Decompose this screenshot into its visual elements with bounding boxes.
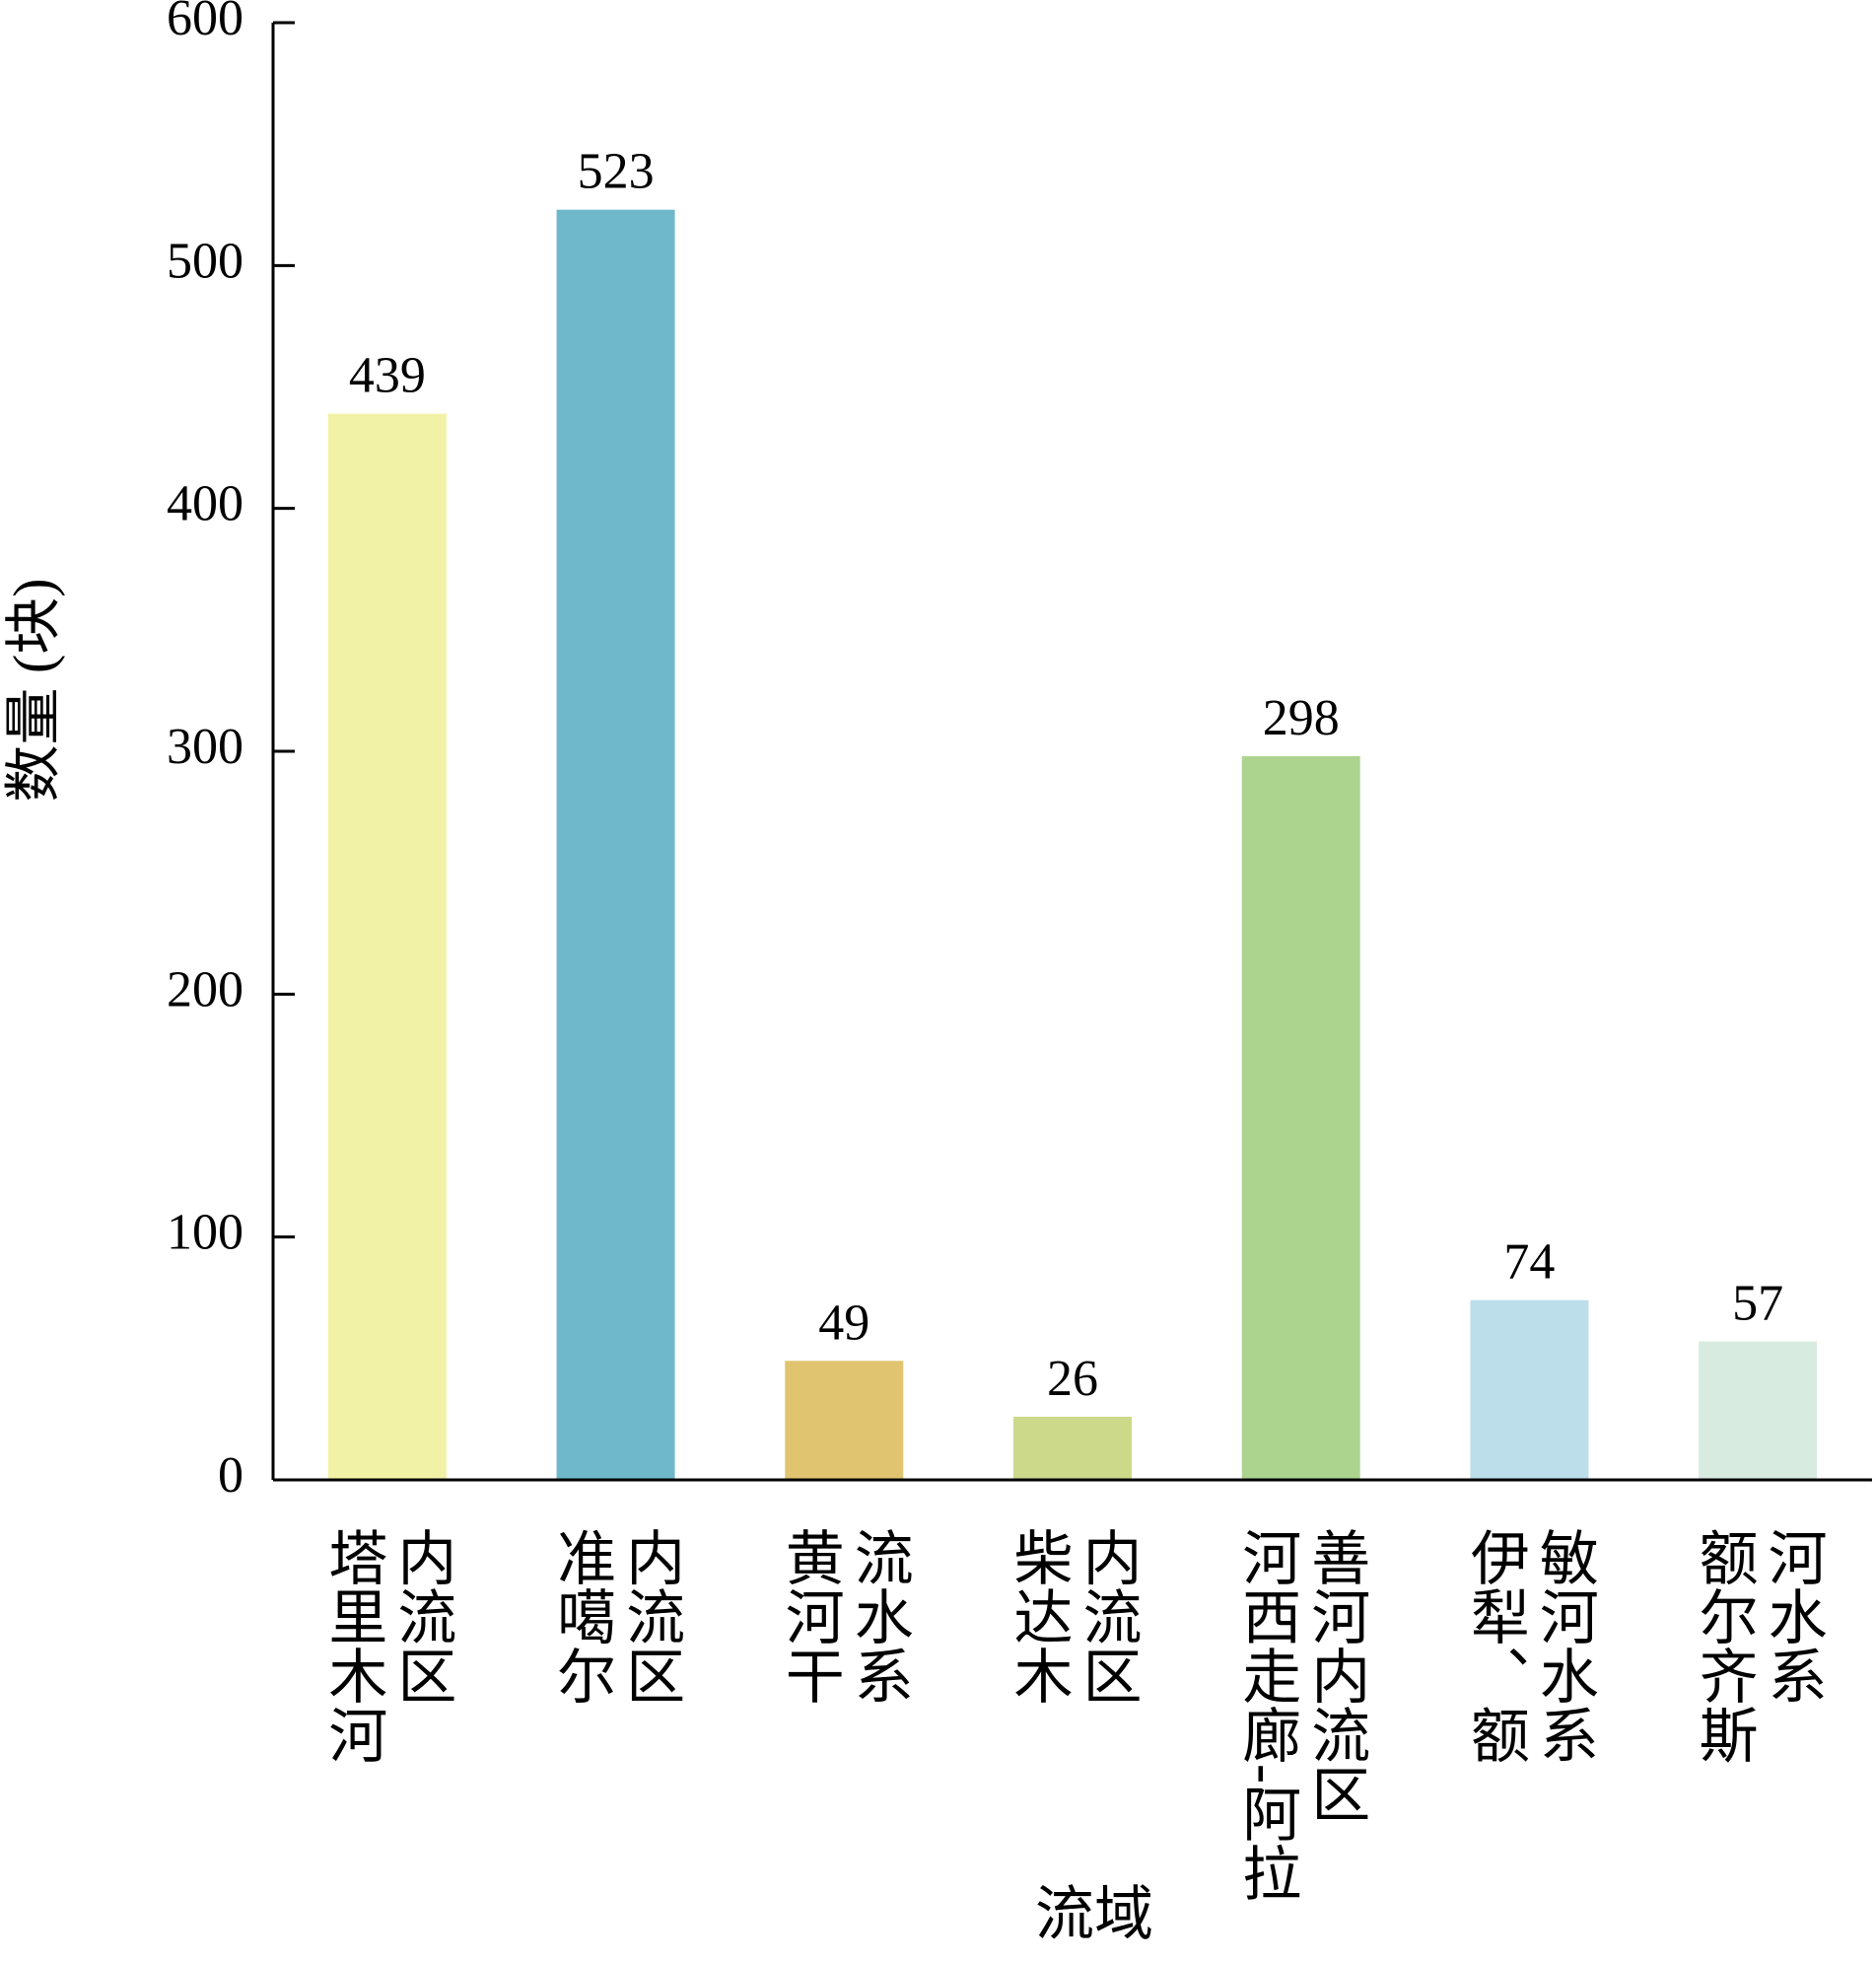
x-tick-label: 内流区 — [618, 1527, 683, 1705]
x-tick-label: 善河内流区 — [1303, 1527, 1369, 1823]
value-label: 74 — [1503, 1234, 1555, 1291]
x-tick-label: 河水系 — [1760, 1527, 1826, 1705]
x-tick-label: 额尔齐斯 — [1691, 1527, 1756, 1764]
y-tick-label: 200 — [167, 961, 243, 1017]
y-tick-label: 600 — [167, 0, 243, 46]
x-tick-label: 流水系 — [846, 1527, 911, 1705]
y-tick-label: 300 — [167, 719, 243, 775]
bar — [327, 413, 447, 1480]
value-label: 49 — [818, 1295, 869, 1351]
x-tick-label: 黄河干 — [777, 1527, 843, 1705]
value-label: 298 — [1263, 690, 1340, 746]
value-label: 57 — [1732, 1276, 1783, 1332]
x-tick-label: 河西走廊-阿拉 — [1234, 1527, 1300, 1902]
value-label: 439 — [349, 348, 426, 404]
x-tick-label: 内流区 — [389, 1527, 454, 1705]
bar — [1241, 755, 1360, 1480]
value-label: 523 — [578, 144, 655, 200]
bar — [1013, 1416, 1132, 1480]
bar — [1470, 1299, 1589, 1480]
x-tick-label: 伊犁、额 — [1462, 1527, 1528, 1764]
bar — [556, 209, 675, 1481]
y-tick-label: 500 — [167, 233, 243, 289]
x-tick-label: 塔里木河 — [320, 1527, 386, 1764]
value-label: 26 — [1047, 1351, 1098, 1407]
x-tick-label: 准噶尔 — [549, 1527, 614, 1705]
y-tick-label: 0 — [218, 1447, 243, 1504]
bar — [785, 1361, 904, 1480]
y-axis-label: 数量 (块) — [1, 578, 65, 802]
x-tick-label: 柴达木 — [1006, 1527, 1072, 1705]
y-tick-label: 100 — [167, 1205, 243, 1261]
x-axis-label: 流域 — [1035, 1882, 1153, 1947]
x-tick-label: 内流区 — [1075, 1527, 1140, 1705]
y-tick-label: 400 — [167, 476, 243, 532]
x-tick-label: 敏河水系 — [1531, 1527, 1597, 1764]
bar — [1699, 1341, 1818, 1480]
